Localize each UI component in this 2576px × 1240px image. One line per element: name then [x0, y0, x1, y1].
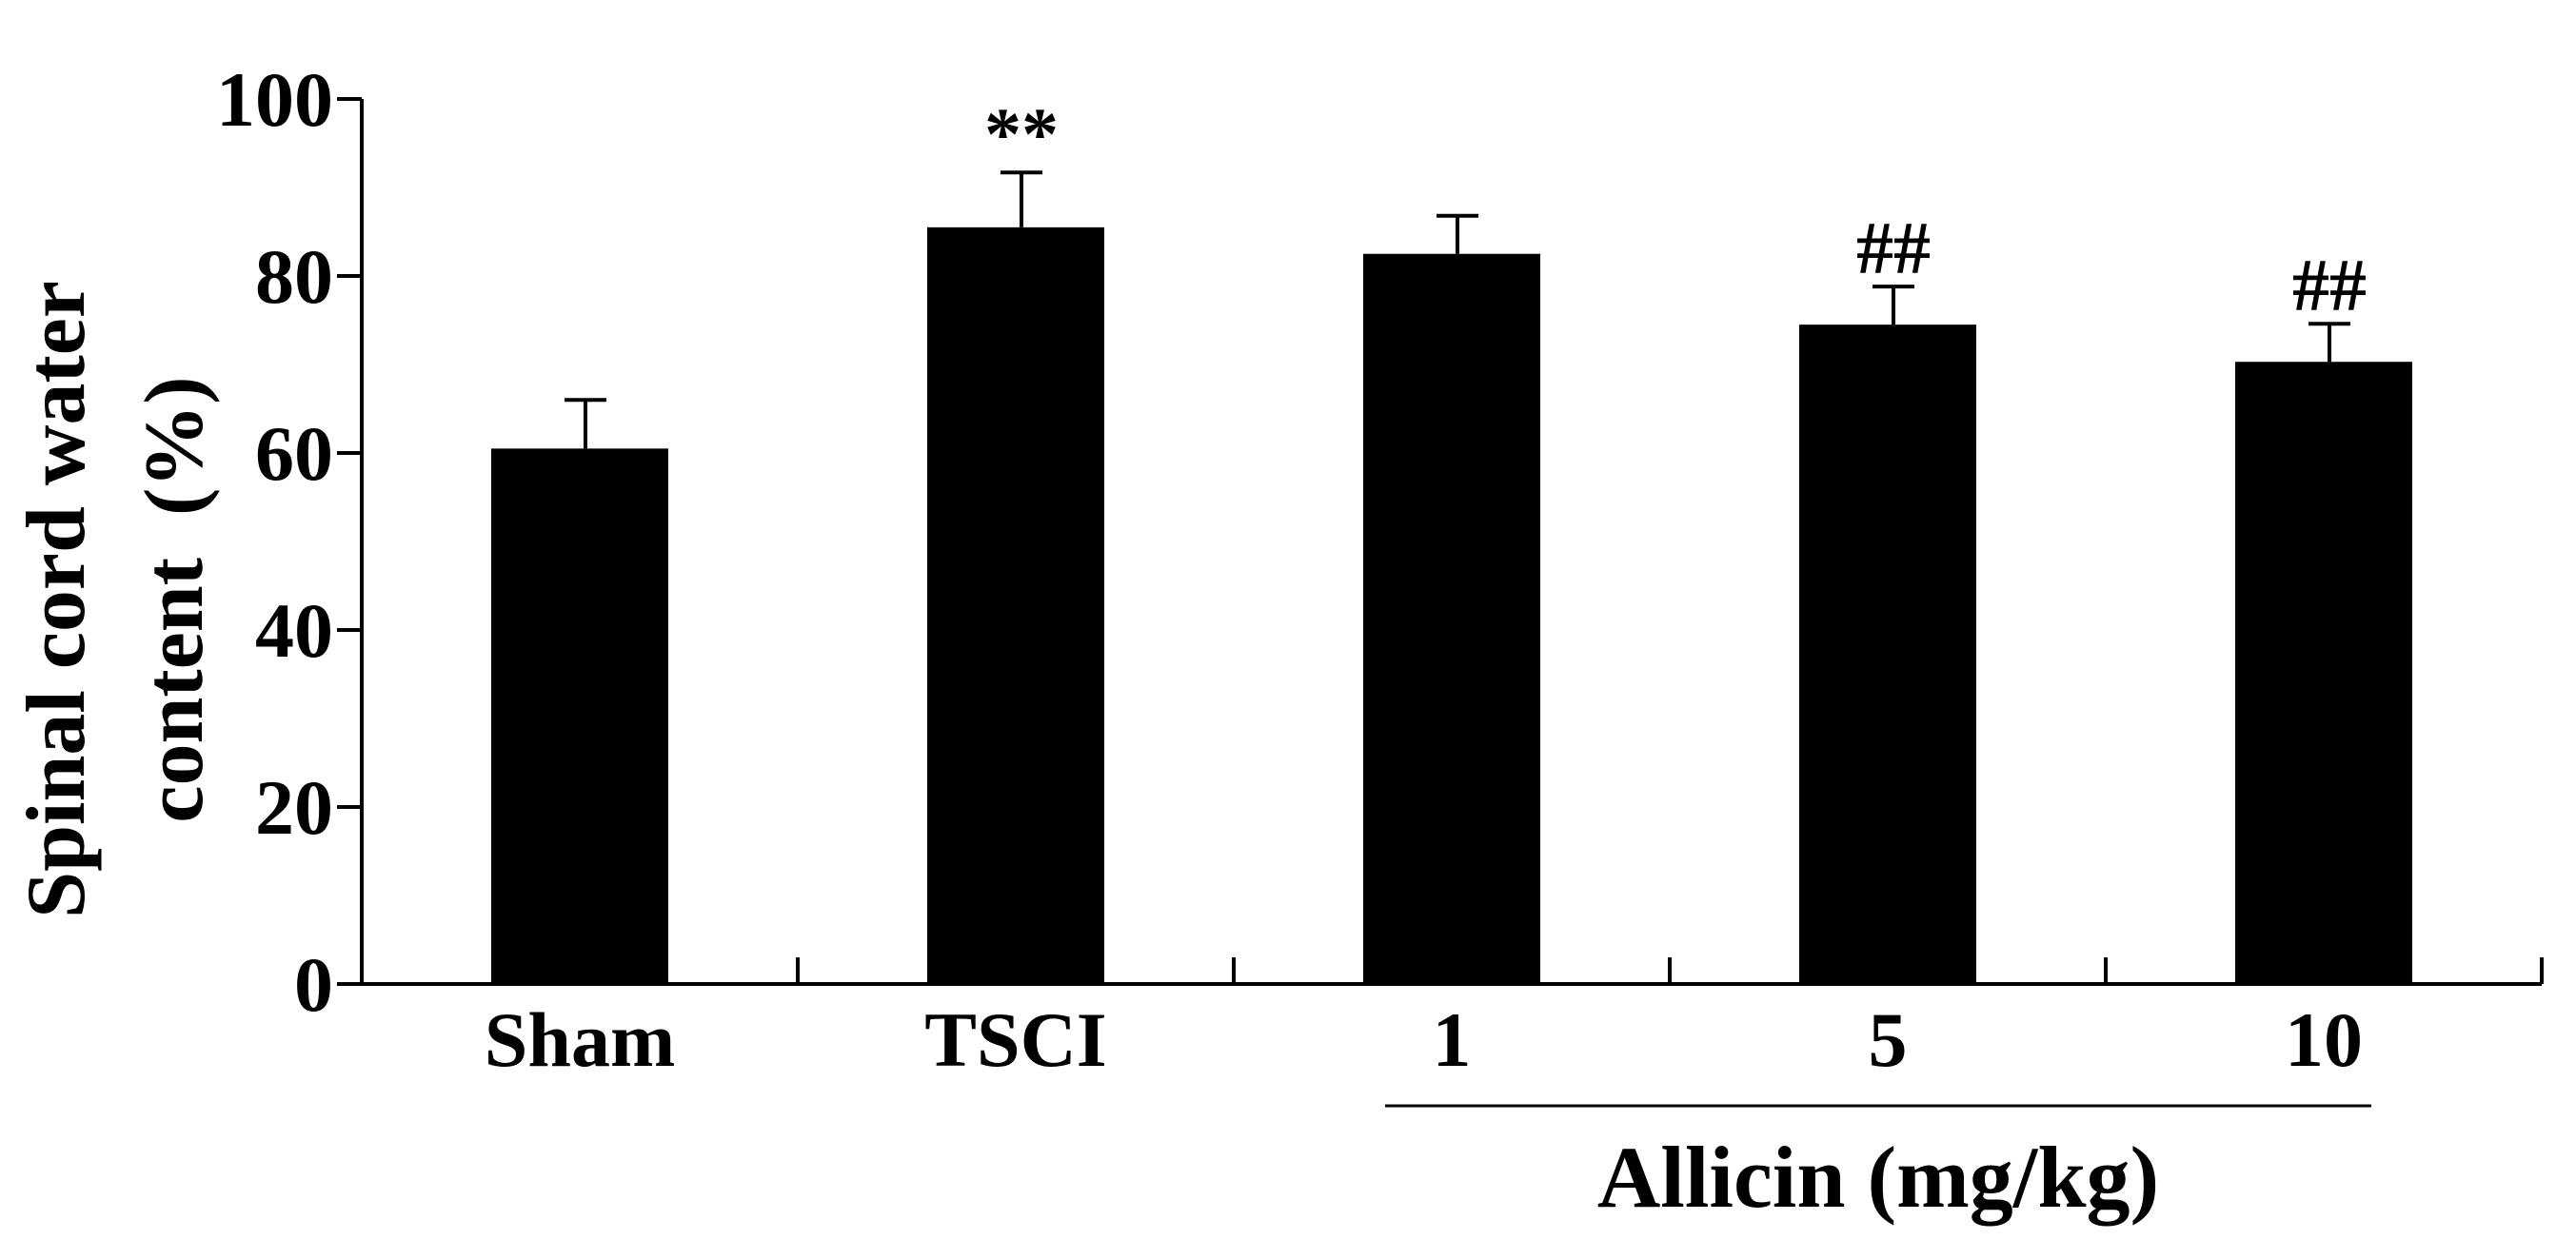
- x-axis: Sham TSCI 1 5 10: [362, 957, 2544, 1083]
- y-axis-title-line1: Spinal cord water: [10, 281, 103, 918]
- bar: [2235, 362, 2412, 985]
- y-tick-label: 40: [255, 587, 333, 674]
- y-tick-label: 20: [255, 764, 333, 851]
- bar: [927, 226, 1104, 985]
- significance-marker: ##: [1856, 207, 1931, 289]
- x-category-label: TSCI: [924, 996, 1106, 1083]
- x-category-label: 10: [2285, 996, 2363, 1083]
- y-tick-label: 60: [255, 410, 333, 497]
- significance-marker: **: [984, 92, 1059, 175]
- allicin-group-label: Allicin (mg/kg): [1597, 1129, 2159, 1226]
- x-category-label: 5: [1869, 996, 1908, 1083]
- y-tick-label: 80: [255, 233, 333, 320]
- x-category-label: Sham: [485, 996, 676, 1083]
- significance-annotations: ** ## ##: [984, 92, 2367, 326]
- y-tick-label: 100: [216, 56, 333, 143]
- x-category-label: 1: [1433, 996, 1472, 1083]
- bar: [1799, 325, 1976, 984]
- bar-series: [491, 226, 2412, 985]
- error-bars: [565, 170, 2350, 449]
- y-axis: 0 20 40 60 80 100: [216, 56, 364, 1028]
- bar: [1363, 253, 1540, 984]
- significance-marker: ##: [2292, 244, 2367, 326]
- y-axis-title-line2: content (%): [129, 376, 221, 822]
- bar: [491, 448, 668, 985]
- y-tick-label: 0: [294, 941, 333, 1028]
